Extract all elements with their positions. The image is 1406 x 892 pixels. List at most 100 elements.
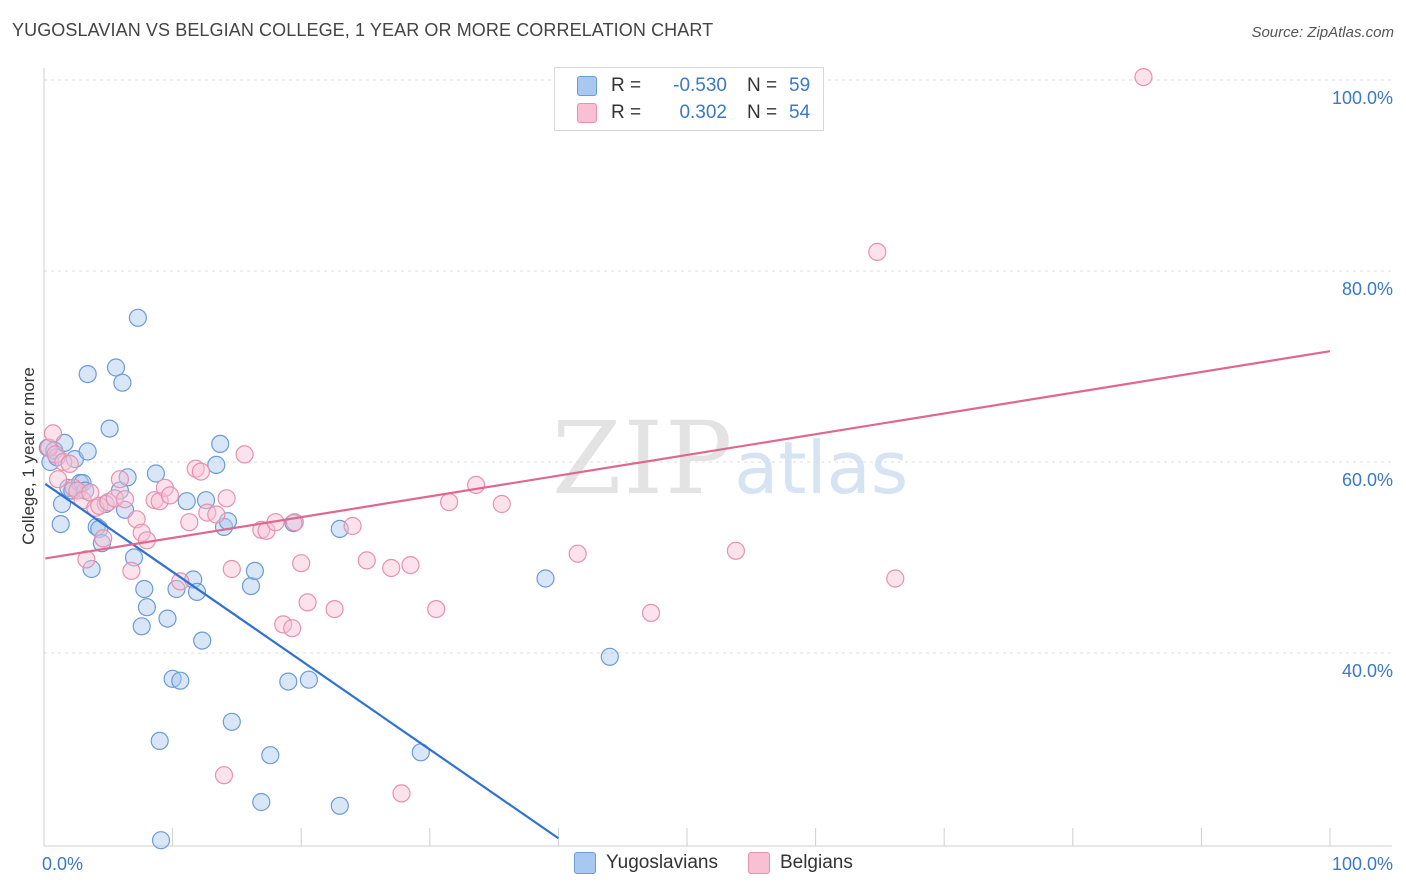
y-tick-label-100: 100.0% (1332, 88, 1393, 108)
series-swatch-yugoslavians (574, 852, 596, 874)
yugoslavians-points (38, 308, 619, 850)
series-legend-yugoslavians: Yugoslavians (574, 852, 718, 874)
belgians-point-32 (217, 489, 236, 508)
yugoslavians-point-31 (146, 464, 165, 483)
belgians-point-59 (214, 766, 234, 785)
belgians-point-3 (48, 470, 68, 489)
belgians-point-52 (492, 494, 511, 514)
grid-lines (44, 79, 1392, 654)
belgians-point-16 (110, 470, 130, 489)
x-tick-label-min: 0.0% (42, 854, 83, 874)
belgians-point-35 (252, 520, 271, 539)
belgians-point-12 (90, 496, 109, 515)
yugoslavians-point-44 (211, 434, 230, 453)
legend-r-value: 0.302 (679, 102, 727, 123)
belgians-point-18 (122, 561, 141, 581)
belgians-trend-line (45, 350, 1331, 560)
belgians-point-17 (115, 490, 135, 509)
belgians-point-43 (325, 599, 344, 619)
yugoslavians-point-19 (96, 494, 115, 514)
belgians-point-41 (292, 554, 311, 573)
belgians-point-38 (274, 615, 293, 634)
yugoslavians-point-43 (207, 455, 226, 474)
yugoslavians-point-52 (279, 672, 298, 691)
yugoslavians-point-29 (135, 579, 154, 599)
yugoslavians-point-21 (106, 358, 126, 377)
yugoslavians-point-34 (158, 609, 177, 628)
yugoslavians-point-32 (150, 731, 169, 751)
yugoslavians-point-49 (252, 792, 271, 812)
belgians-point-30 (198, 503, 217, 522)
yugoslavians-point-37 (171, 671, 190, 690)
legend-r-label: R = (611, 75, 642, 96)
belgians-point-48 (401, 555, 420, 575)
legend-r-value: -0.530 (673, 75, 727, 96)
belgians-point-29 (191, 462, 210, 481)
belgians-point-44 (343, 516, 362, 536)
y-tick-label-80: 80.0% (1342, 279, 1393, 299)
legend-n-label: N = (747, 102, 778, 123)
yugoslavians-point-33 (151, 831, 171, 850)
y-tick-label-60: 60.0% (1342, 470, 1393, 490)
yugoslavians-point-46 (222, 712, 241, 731)
belgians-point-57 (886, 569, 905, 588)
belgians-point-54 (641, 603, 661, 623)
yugoslavians-point-15 (78, 365, 97, 384)
belgians-point-2 (46, 445, 65, 464)
yugoslavians-point-48 (245, 561, 264, 581)
belgians-point-46 (382, 558, 401, 578)
y-axis-title: College, 1 year or more (19, 367, 38, 545)
belgians-point-47 (392, 784, 411, 803)
belgians-point-4 (54, 452, 73, 472)
yugoslavians-point-13 (78, 442, 97, 461)
belgians-point-45 (357, 551, 376, 570)
yugoslavians-point-54 (299, 670, 318, 689)
source-credit: Source: ZipAtlas.com (1251, 24, 1394, 41)
yugoslavians-point-50 (261, 746, 280, 765)
legend-n-value: 54 (789, 102, 811, 123)
belgians-point-5 (60, 454, 79, 473)
belgians-point-31 (207, 505, 226, 524)
legend-swatch-yugoslavians (577, 76, 597, 96)
x-tick-label-max: 100.0% (1332, 854, 1393, 874)
belgians-point-33 (222, 559, 241, 579)
belgians-point-39 (283, 619, 302, 638)
series-legend-belgians: Belgians (747, 852, 853, 874)
series-legend: Yugoslavians Belgians (574, 852, 883, 874)
belgians-point-0 (39, 438, 59, 457)
yugoslavians-trend-line (44, 483, 560, 840)
belgians-point-56 (868, 242, 887, 261)
legend-row-yugoslavians: R = -0.530 N = 59 (577, 73, 810, 99)
watermark-zip: ZIP (552, 400, 735, 517)
yugoslavians-point-20 (100, 419, 119, 438)
legend-r-label: R = (611, 102, 642, 123)
yugoslavians-point-40 (187, 582, 207, 602)
belgians-point-42 (298, 593, 317, 612)
legend-swatch-belgians (577, 103, 597, 123)
yugoslavians-point-58 (536, 569, 555, 588)
belgians-point-34 (235, 445, 254, 464)
belgians-point-27 (180, 513, 199, 532)
series-swatch-belgians (747, 852, 770, 874)
yugoslavians-point-59 (600, 647, 619, 666)
belgians-point-50 (440, 493, 459, 512)
belgians-point-13 (94, 529, 113, 548)
yugoslavians-point-27 (128, 308, 147, 327)
belgians-point-53 (568, 544, 587, 563)
belgians-point-55 (726, 541, 746, 560)
belgians-points (39, 67, 1153, 803)
yugoslavians-point-23 (113, 373, 132, 392)
yugoslavians-point-41 (193, 631, 212, 650)
series-label-belgians: Belgians (779, 852, 853, 873)
yugoslavians-point-38 (177, 492, 196, 511)
belgians-point-58 (1134, 67, 1153, 87)
belgians-point-23 (150, 492, 169, 511)
yugoslavians-point-14 (82, 559, 101, 579)
belgians-point-19 (127, 510, 146, 529)
yugoslavians-point-28 (132, 617, 151, 636)
yugoslavians-point-47 (241, 576, 261, 596)
yugoslavians-point-30 (137, 598, 156, 617)
belgians-point-25 (160, 486, 180, 505)
legend-n-label: N = (747, 75, 778, 96)
